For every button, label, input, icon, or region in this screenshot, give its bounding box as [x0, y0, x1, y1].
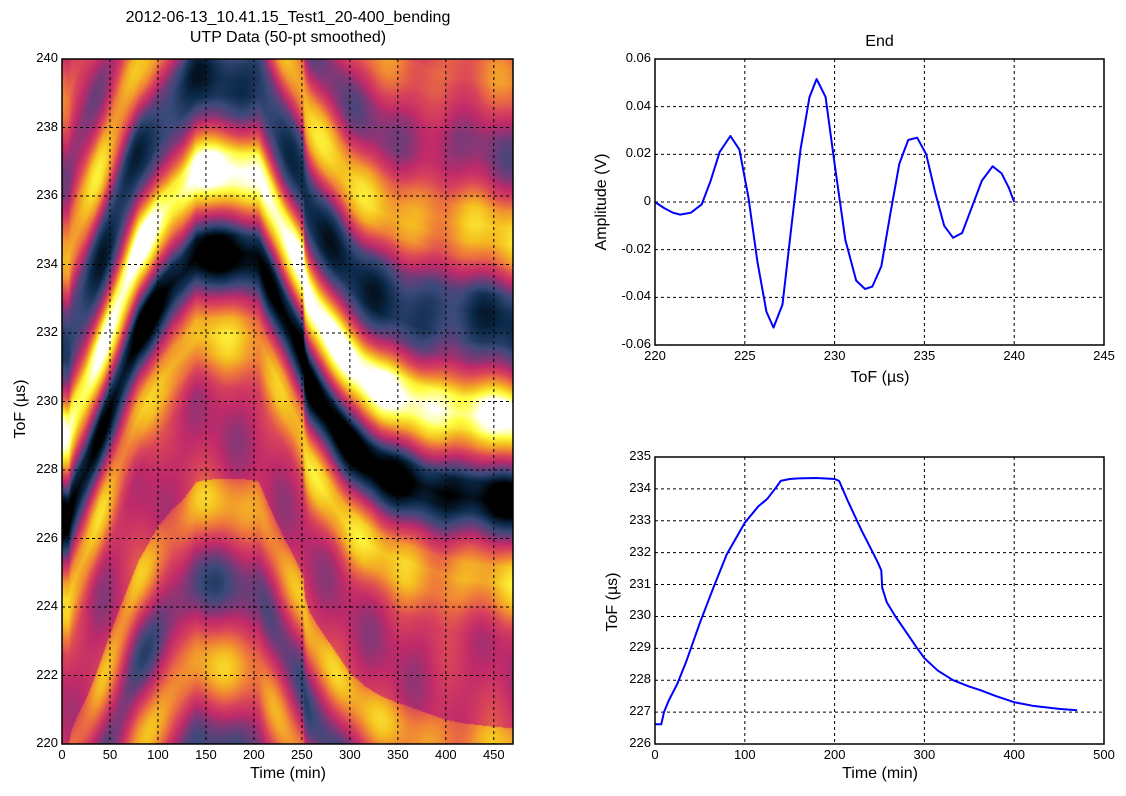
- waveform-ytick-label: -0.04: [621, 288, 651, 304]
- waveform-xlabel: ToF (µs): [850, 369, 910, 386]
- heatmap-xtick-label: 50: [102, 747, 118, 762]
- heatmap-ytick-label: 220: [36, 735, 58, 750]
- heatmap-xtick-label: 200: [243, 747, 265, 762]
- waveform-ytick-label: 0.02: [625, 145, 651, 161]
- heatmap-ytick-label: 238: [36, 118, 58, 134]
- heatmap-xlabel: Time (min): [250, 765, 326, 782]
- tof-ylabel: ToF (µs): [604, 572, 621, 632]
- heatmap-ytick-label: 224: [36, 598, 58, 613]
- tof-xtick-label: 400: [1003, 747, 1026, 762]
- tof-xtick-label: 500: [1093, 747, 1115, 762]
- heatmap-ytick-label: 230: [36, 392, 58, 408]
- heatmap-ytick-label: 236: [36, 187, 58, 202]
- tof-ytick-label: 226: [629, 735, 651, 750]
- tof-ytick-label: 231: [629, 575, 651, 591]
- waveform-title: End: [865, 33, 894, 50]
- waveform-xtick-label: 220: [644, 348, 666, 363]
- tof-ytick-label: 235: [629, 448, 651, 463]
- waveform-ytick-label: -0.06: [621, 336, 651, 351]
- heatmap-xtick-label: 400: [434, 747, 457, 762]
- tof-grid: [655, 457, 1104, 744]
- waveform-frame: [654, 58, 1105, 346]
- tof-xtick-label: 100: [733, 747, 756, 762]
- waveform-ytick-label: -0.02: [621, 240, 651, 256]
- heatmap-ytick-label: 222: [36, 666, 58, 682]
- heatmap-frame: [61, 58, 514, 745]
- heatmap-xtick-label: 250: [291, 747, 313, 762]
- heatmap-xtick-label: 0: [58, 747, 66, 762]
- heatmap-xtick-label: 150: [195, 747, 217, 762]
- heatmap-image: [62, 59, 513, 744]
- heatmap-xtick-label: 450: [482, 747, 505, 762]
- tof-xtick-label: 200: [823, 747, 846, 762]
- heatmap-ytick-label: 226: [36, 529, 58, 545]
- heatmap-ytick-label: 234: [36, 255, 58, 271]
- waveform-ytick-label: 0: [643, 193, 651, 208]
- tof-ytick-label: 233: [629, 511, 651, 527]
- waveform-xtick-label: 235: [913, 348, 936, 363]
- tof-xlabel: Time (min): [842, 765, 918, 782]
- heatmap-ytick-label: 228: [36, 461, 58, 476]
- waveform-grid: [655, 59, 1104, 345]
- waveform-xtick-label: 230: [823, 348, 846, 363]
- heatmap-xtick-label: 350: [386, 747, 409, 762]
- tof-line: [655, 477, 1078, 726]
- tof-ytick-label: 228: [629, 671, 651, 687]
- waveform-xtick-label: 240: [1003, 348, 1026, 363]
- tof-xtick-label: 0: [651, 747, 659, 762]
- tof-ytick-label: 227: [629, 703, 651, 719]
- heatmap-title-line2: UTP Data (50-pt smoothed): [189, 29, 387, 46]
- tof-xtick-label: 300: [913, 747, 936, 762]
- tof-ytick-label: 234: [629, 479, 651, 495]
- heatmap-ytick-label: 240: [36, 50, 58, 65]
- heatmap-grid: [62, 59, 513, 744]
- tof-ytick-label: 229: [629, 639, 651, 655]
- tof-ytick-label: 232: [629, 543, 651, 559]
- heatmap-title-line1: 2012-06-13_10.41.15_Test1_20-400_bending: [125, 9, 451, 26]
- waveform-xtick-label: 225: [733, 348, 756, 363]
- waveform-line: [654, 78, 1016, 329]
- heatmap-ytick-label: 232: [36, 324, 58, 339]
- tof-ytick-label: 230: [629, 607, 651, 623]
- heatmap-xtick-label: 300: [339, 747, 361, 762]
- heatmap-xtick-label: 100: [147, 747, 169, 762]
- waveform-ytick-label: 0.04: [625, 97, 651, 113]
- waveform-ytick-label: 0.06: [625, 50, 651, 65]
- waveform-xtick-label: 245: [1093, 348, 1115, 363]
- tof-frame: [654, 456, 1105, 745]
- heatmap-title: 2012-06-13_10.41.15_Test1_20-400_bending…: [62, 8, 514, 48]
